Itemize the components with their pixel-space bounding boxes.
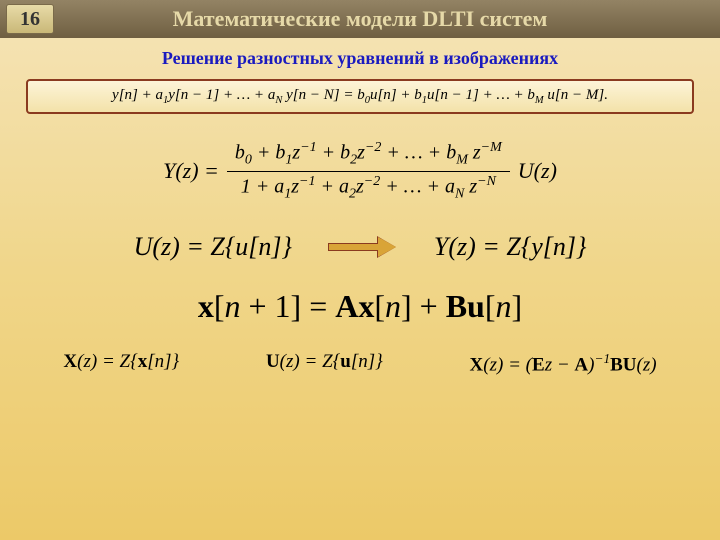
slide-number: 16 [6,4,54,34]
slide-number-text: 16 [20,8,40,31]
tf-denominator: 1 + a1z−1 + a2z−2 + … + aN z−N [233,172,504,205]
difference-equation: y[n] + a1y[n − 1] + … + aN y[n − N] = b0… [112,87,608,103]
state-equation: x[n + 1] = Ax[n] + Bu[n] [0,288,720,325]
z-transform-pair: U(z) = Z{u[n]} Y(z) = Z{y[n]} [0,232,720,262]
difference-equation-box: y[n] + a1y[n − 1] + … + aN y[n − N] = b0… [26,79,694,114]
arrow-icon [328,237,398,257]
slide-title: Математические модели DLTI систем [0,6,720,32]
z-y: Y(z) = Z{y[n]} [434,232,587,262]
tf-lhs: Y(z) = [163,158,219,184]
bottom-equations: X(z) = Z{x[n]} U(z) = Z{u[n]} X(z) = (Ez… [0,351,720,376]
tf-fraction: b0 + b1z−1 + b2z−2 + … + bM z−M 1 + a1z−… [227,138,510,204]
bottom-sol: X(z) = (Ez − A)−1BU(z) [470,351,657,376]
slide-subtitle: Решение разностных уравнений в изображен… [0,48,720,69]
z-u: U(z) = Z{u[n]} [134,232,292,262]
tf-numerator: b0 + b1z−1 + b2z−2 + … + bM z−M [227,138,510,172]
bottom-x: X(z) = Z{x[n]} [63,351,179,376]
bottom-u: U(z) = Z{u[n]} [266,351,383,376]
tf-rhs: U(z) [518,158,557,184]
header-bar: 16 Математические модели DLTI систем [0,0,720,38]
transfer-function: Y(z) = b0 + b1z−1 + b2z−2 + … + bM z−M 1… [0,138,720,204]
